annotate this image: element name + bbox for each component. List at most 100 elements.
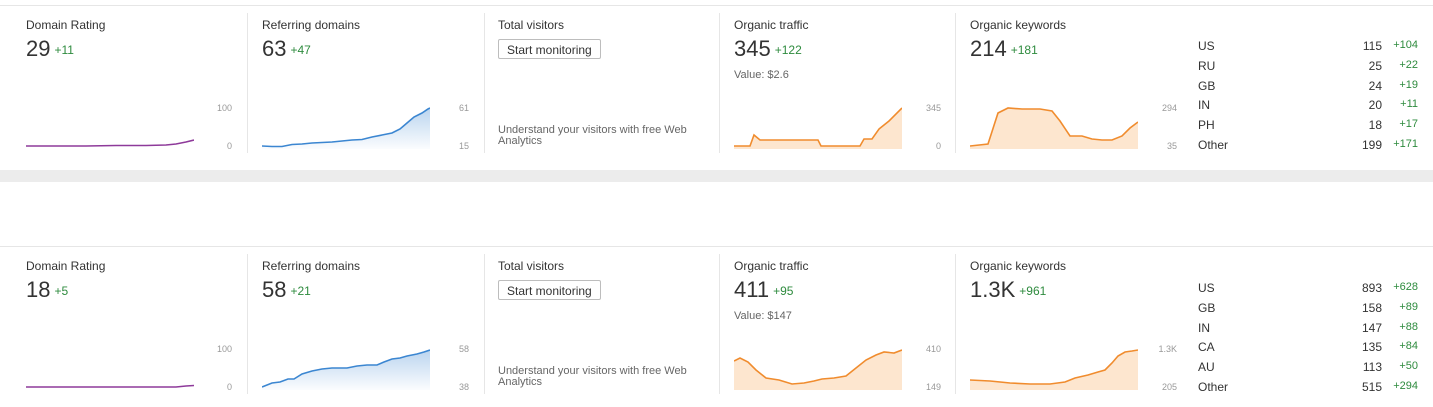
country-keywords: 25 <box>1368 58 1382 73</box>
referring-domains-delta: +21 <box>290 284 311 298</box>
country-row[interactable]: Other 515 +294 <box>1198 380 1418 400</box>
domain-rating-card[interactable]: Domain Rating 18 +5 100 0 <box>12 246 247 396</box>
column-divider <box>247 13 248 153</box>
organic-traffic-delta: +95 <box>773 284 794 298</box>
organic-traffic-card[interactable]: Organic traffic 345 +122 Value: $2.6 345 … <box>720 5 956 155</box>
organic-keywords-value: 1.3K <box>970 277 1016 302</box>
referring-domains-sparkline <box>262 107 430 149</box>
referring-domains-axis-top: 58 <box>458 344 469 354</box>
country-row[interactable]: GB 158 +89 <box>1198 301 1418 321</box>
organic-traffic-axis-bottom: 149 <box>925 382 941 392</box>
domain-rating-axis-top: 100 <box>216 103 232 113</box>
referring-domains-delta: +47 <box>290 43 311 57</box>
country-delta: +17 <box>1399 118 1418 131</box>
column-divider <box>955 254 956 394</box>
domain-rating-value-wrap: 29 +11 <box>26 36 74 62</box>
second-section-border <box>0 246 1433 247</box>
country-row[interactable]: AU 113 +50 <box>1198 360 1418 380</box>
country-delta: +89 <box>1399 300 1418 313</box>
country-keywords: 135 <box>1361 340 1382 355</box>
column-divider <box>484 254 485 394</box>
organic-traffic-axis-top: 410 <box>925 344 941 354</box>
organic-traffic-label: Organic traffic <box>734 18 809 32</box>
organic-traffic-label: Organic traffic <box>734 259 809 273</box>
web-analytics-hint: Understand your visitors with free Web A… <box>498 365 687 388</box>
country-row[interactable]: US 115 +104 <box>1198 39 1418 59</box>
organic-traffic-value-sub: Value: $147 <box>734 310 792 322</box>
total-visitors-card: Total visitors Start monitoring Understa… <box>484 246 720 396</box>
referring-domains-value-wrap: 63 +47 <box>262 36 311 62</box>
domain-rating-axis-bottom: 0 <box>226 382 232 392</box>
country-code: GB <box>1198 300 1216 315</box>
referring-domains-axis-bottom: 15 <box>458 141 469 151</box>
domain-rating-axis-bottom: 0 <box>226 141 232 151</box>
country-row[interactable]: IN 20 +11 <box>1198 98 1418 118</box>
column-divider <box>719 254 720 394</box>
metrics-row-1: Domain Rating 29 +11 100 0 Referring doma… <box>0 5 1433 165</box>
organic-traffic-value: 411 <box>734 277 770 302</box>
domain-rating-delta: +11 <box>54 43 74 57</box>
country-code: AU <box>1198 360 1215 375</box>
total-visitors-label: Total visitors <box>498 259 565 273</box>
country-delta: +11 <box>1400 98 1418 111</box>
country-delta: +171 <box>1393 137 1418 150</box>
organic-keywords-axis-bottom: 35 <box>1166 141 1177 151</box>
country-row[interactable]: US 893 +628 <box>1198 281 1418 301</box>
start-monitoring-button[interactable]: Start monitoring <box>498 280 601 300</box>
organic-keywords-label: Organic keywords <box>970 18 1067 32</box>
organic-traffic-axis-bottom: 0 <box>935 141 941 151</box>
referring-domains-label: Referring domains <box>262 18 361 32</box>
metrics-row-2: Domain Rating 18 +5 100 0 Referring domai… <box>0 246 1433 406</box>
organic-traffic-card[interactable]: Organic traffic 411 +95 Value: $147 410 1… <box>720 246 956 396</box>
start-monitoring-button[interactable]: Start monitoring <box>498 39 601 59</box>
referring-domains-axis-bottom: 38 <box>458 382 469 392</box>
country-code: US <box>1198 39 1215 53</box>
keywords-by-country-table: US 893 +628 GB 158 +89 IN 147 +88 CA 135 +84 AU 1… <box>1198 281 1418 400</box>
organic-traffic-value-wrap: 345 +122 <box>734 36 802 62</box>
organic-keywords-card[interactable]: Organic keywords 214 +181 294 35 <box>956 5 1192 155</box>
referring-domains-value: 58 <box>262 277 287 302</box>
organic-traffic-delta: +122 <box>774 43 802 57</box>
organic-keywords-value: 214 <box>970 36 1007 61</box>
country-row[interactable]: PH 18 +17 <box>1198 118 1418 138</box>
country-row[interactable]: IN 147 +88 <box>1198 321 1418 341</box>
country-code: Other <box>1198 379 1229 394</box>
domain-rating-sparkline <box>26 139 194 147</box>
domain-rating-value-wrap: 18 +5 <box>26 277 68 303</box>
referring-domains-card[interactable]: Referring domains 58 +21 58 38 <box>248 246 484 396</box>
organic-keywords-card[interactable]: Organic keywords 1.3K +961 1.3K 205 <box>956 246 1192 396</box>
referring-domains-card[interactable]: Referring domains 63 +47 61 15 <box>248 5 484 155</box>
country-row[interactable]: Other 199 +171 <box>1198 138 1418 158</box>
country-keywords: 113 <box>1362 360 1382 375</box>
referring-domains-line <box>262 107 430 148</box>
organic-keywords-axis-bottom: 205 <box>1161 382 1177 392</box>
organic-keywords-area <box>970 350 1138 390</box>
country-row[interactable]: GB 24 +19 <box>1198 79 1418 99</box>
country-delta: +294 <box>1393 379 1418 392</box>
domain-rating-axis-top: 100 <box>216 344 232 354</box>
country-code: IN <box>1198 98 1210 113</box>
column-divider <box>719 13 720 153</box>
country-keywords: 515 <box>1361 379 1382 394</box>
organic-traffic-value: 345 <box>734 36 771 61</box>
domain-rating-card[interactable]: Domain Rating 29 +11 100 0 <box>12 5 247 155</box>
country-keywords: 147 <box>1361 320 1382 335</box>
organic-traffic-sparkline <box>734 107 902 149</box>
country-keywords: 24 <box>1368 78 1382 93</box>
top-border <box>0 5 1433 6</box>
organic-keywords-delta: +961 <box>1019 284 1047 298</box>
domain-rating-line <box>26 384 194 388</box>
country-row[interactable]: RU 25 +22 <box>1198 59 1418 79</box>
domain-rating-value: 18 <box>26 277 51 302</box>
country-code: RU <box>1198 58 1216 73</box>
organic-keywords-axis-top: 1.3K <box>1158 344 1177 354</box>
organic-keywords-axis-top: 294 <box>1161 103 1177 113</box>
country-row[interactable]: CA 135 +84 <box>1198 340 1418 360</box>
country-delta: +104 <box>1393 39 1418 51</box>
country-code: GB <box>1198 78 1216 93</box>
country-code: Other <box>1198 137 1229 152</box>
keywords-by-country-table: US 115 +104 RU 25 +22 GB 24 +19 IN 20 +11 PH 18 +1… <box>1198 39 1418 158</box>
organic-traffic-line <box>734 107 902 147</box>
referring-domains-sparkline <box>262 349 430 390</box>
column-divider <box>955 13 956 153</box>
